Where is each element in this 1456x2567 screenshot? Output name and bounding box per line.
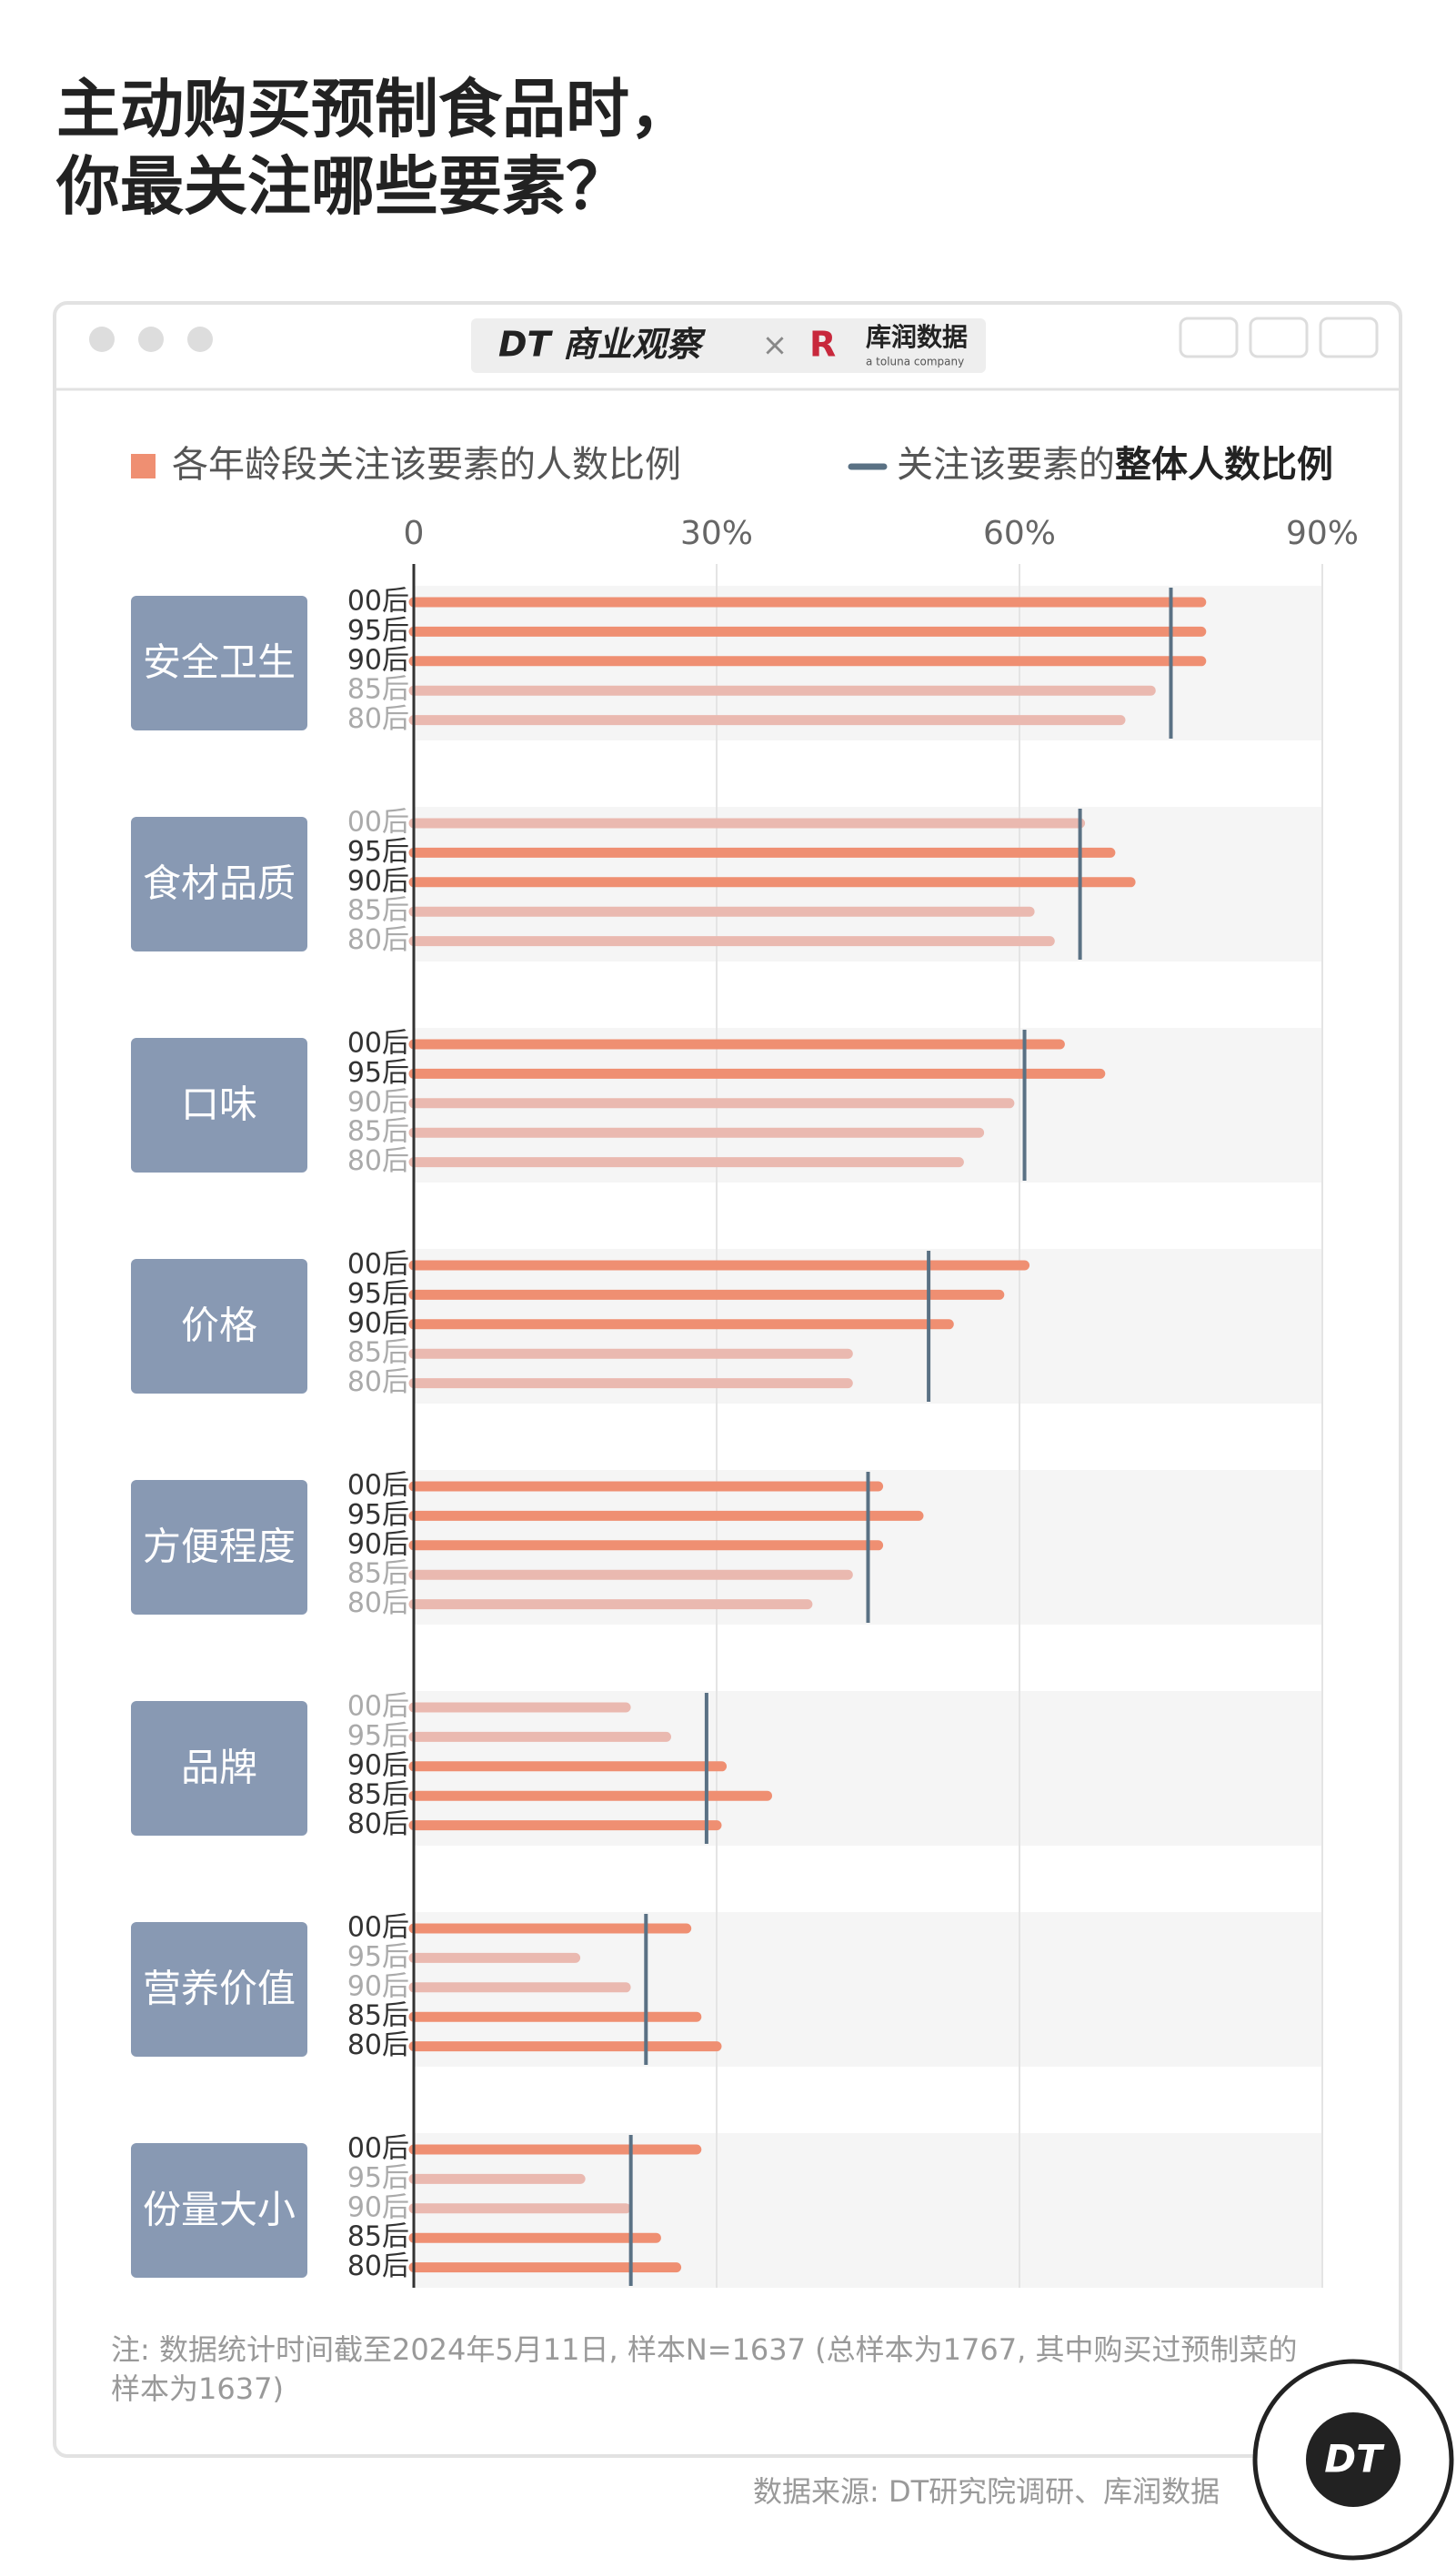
legend-swatch: [131, 454, 156, 478]
category-label: 价格: [181, 1304, 257, 1348]
age-label: 95后: [347, 836, 409, 868]
age-label: 80后: [347, 2250, 409, 2282]
age-label: 00后: [347, 586, 409, 618]
brand-right-icon: R: [809, 325, 836, 365]
category-label: 安全卫生: [143, 640, 296, 685]
age-label: 80后: [347, 2029, 409, 2061]
age-label: 00后: [347, 807, 409, 839]
header-badge: [471, 318, 986, 373]
age-label: 95后: [347, 1278, 409, 1310]
age-label: 80后: [347, 1145, 409, 1177]
age-label: 90后: [347, 1749, 409, 1781]
age-label: 95后: [347, 1941, 409, 1973]
age-label: 85后: [347, 2000, 409, 2032]
category-box: [131, 596, 307, 730]
age-label: 80后: [347, 1808, 409, 1840]
age-label: 00后: [347, 1912, 409, 1944]
logo-disc: [1306, 2412, 1401, 2507]
window-icon: [1249, 317, 1309, 358]
age-label: 85后: [347, 1116, 409, 1148]
x-tick-label: 30%: [680, 515, 753, 552]
brand-right-sub: a toluna company: [866, 356, 964, 368]
note-line: 注: 数据统计时间截至2024年5月11日, 样本N=1637 (总样本为176…: [111, 2332, 1297, 2367]
logo-text: DT: [1324, 2437, 1385, 2481]
note-line: 样本为1637): [111, 2371, 284, 2406]
title-line: 你最关注哪些要素？: [55, 149, 629, 224]
age-label: 90后: [347, 1307, 409, 1339]
category-label: 营养价值: [143, 1967, 296, 2011]
chart: 各年龄段关注该要素的人数比例 关注该要素的整体人数比例 0 30% 60% 90% 安全卫生…: [131, 444, 1359, 2288]
age-label: 00后: [347, 1470, 409, 1502]
brand-right: 库润数据: [866, 322, 968, 352]
age-label: 85后: [347, 2221, 409, 2253]
age-label: 85后: [347, 1558, 409, 1590]
age-label: 90后: [347, 2191, 409, 2223]
source: 数据来源: DT研究院调研、库润数据: [753, 2474, 1220, 2509]
category-box: [131, 2143, 307, 2278]
title-line: 主动购买预制食品时，: [56, 72, 693, 146]
age-label: 95后: [347, 1057, 409, 1089]
age-label: 95后: [347, 615, 409, 647]
age-label: 95后: [347, 2162, 409, 2194]
age-label: 85后: [347, 1779, 409, 1811]
legend-label: 关注该要素的整体人数比例: [897, 444, 1333, 486]
window-icon: [1319, 317, 1379, 358]
age-label: 85后: [347, 895, 409, 927]
legend-label: 各年龄段关注该要素的人数比例: [172, 444, 681, 486]
window-button: [138, 327, 164, 352]
window-icon: [1179, 317, 1239, 358]
category-box: [131, 1259, 307, 1394]
category-label: 口味: [181, 1082, 257, 1127]
category-label: 份量大小: [143, 2188, 296, 2232]
age-label: 00后: [347, 1028, 409, 1060]
age-label: 80后: [347, 703, 409, 735]
legend-label-part: 整体人数比例: [1115, 444, 1333, 486]
age-label: 80后: [347, 924, 409, 956]
x-tick-label: 60%: [983, 515, 1056, 552]
age-label: 95后: [347, 1720, 409, 1752]
category-box: [131, 1701, 307, 1836]
brand-left: DT 商业观察: [498, 325, 707, 365]
age-label: 85后: [347, 1337, 409, 1369]
age-label: 90后: [347, 1086, 409, 1118]
age-label: 00后: [347, 1691, 409, 1723]
age-label: 00后: [347, 2133, 409, 2165]
window-button: [187, 327, 213, 352]
category-box: [131, 817, 307, 951]
x-tick-label: 90%: [1286, 515, 1359, 552]
x-tick-label: 0: [404, 515, 425, 552]
brand-separator: ×: [762, 327, 788, 364]
category-label: 品牌: [181, 1746, 257, 1790]
age-label: 90后: [347, 1970, 409, 2002]
age-label: 80后: [347, 1587, 409, 1619]
age-label: 90后: [347, 865, 409, 897]
window-button: [89, 327, 115, 352]
age-label: 95后: [347, 1499, 409, 1531]
age-label: 00后: [347, 1249, 409, 1281]
age-label: 85后: [347, 674, 409, 706]
category-box: [131, 1038, 307, 1173]
category-box: [131, 1922, 307, 2057]
category-label: 方便程度: [143, 1525, 296, 1569]
age-label: 90后: [347, 1528, 409, 1560]
legend-label-part: 关注该要素的: [897, 444, 1115, 486]
age-label: 90后: [347, 644, 409, 676]
category-label: 食材品质: [143, 861, 296, 906]
category-box: [131, 1480, 307, 1615]
age-label: 80后: [347, 1366, 409, 1398]
